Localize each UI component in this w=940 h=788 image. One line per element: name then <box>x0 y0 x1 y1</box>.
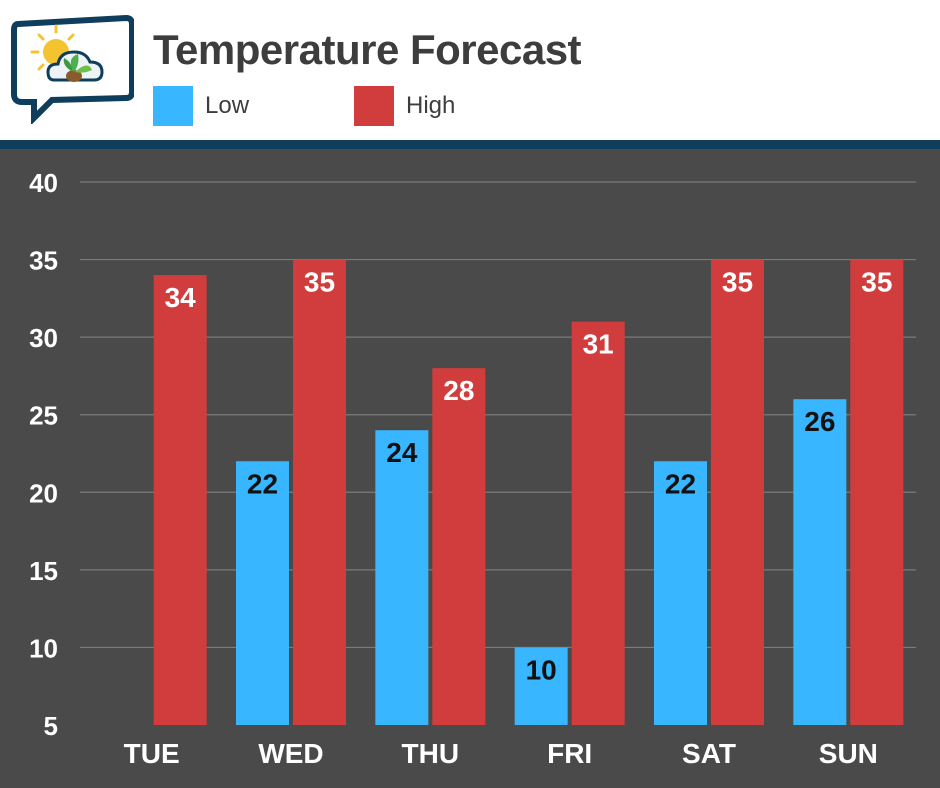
data-label-low-thu: 24 <box>386 437 418 468</box>
x-tick-label-sat: SAT <box>682 738 736 769</box>
data-label-high-thu: 28 <box>443 375 474 406</box>
bar-chart: 5 10 15 20 25 30 35 40 TUE 34 WED 22 35 THU 24 28 FRI 10 3… <box>29 168 916 769</box>
data-label-high-tue: 34 <box>165 282 197 313</box>
bar-low-sun <box>793 399 847 725</box>
bar-high-fri <box>571 321 625 725</box>
y-tick-label-15: 15 <box>29 556 58 586</box>
data-label-low-sun: 26 <box>804 406 835 437</box>
header: Temperature Forecast Low High <box>0 0 940 140</box>
y-tick-label-5: 5 <box>44 711 58 741</box>
data-label-high-fri: 31 <box>583 329 614 360</box>
x-tick-label-tue: TUE <box>124 738 180 769</box>
y-tick-label-35: 35 <box>29 246 58 276</box>
data-label-low-fri: 10 <box>526 654 557 685</box>
y-tick-label-20: 20 <box>29 478 58 508</box>
data-label-high-wed: 35 <box>304 267 335 298</box>
data-label-high-sat: 35 <box>722 267 753 298</box>
data-label-low-wed: 22 <box>247 468 278 499</box>
bar-high-sat <box>711 259 764 725</box>
data-label-high-sun: 35 <box>861 267 892 298</box>
legend: Low High <box>153 86 553 126</box>
x-tick-label-thu: THU <box>402 738 460 769</box>
bar-high-thu <box>432 368 486 725</box>
weather-logo-icon <box>11 14 134 124</box>
x-tick-label-sun: SUN <box>819 738 878 769</box>
x-tick-label-wed: WED <box>258 738 323 769</box>
y-tick-label-10: 10 <box>29 633 58 663</box>
bar-high-wed <box>293 259 346 725</box>
bar-low-sat <box>654 461 707 725</box>
legend-swatch-high <box>354 86 394 126</box>
bar-low-fri <box>514 647 568 725</box>
bar-high-sun <box>850 259 904 725</box>
legend-label-high: High <box>406 92 456 119</box>
y-tick-label-40: 40 <box>29 168 58 198</box>
legend-label-low: Low <box>205 92 250 119</box>
bar-low-thu <box>375 430 429 725</box>
header-divider <box>0 140 940 149</box>
data-label-low-sat: 22 <box>665 468 696 499</box>
legend-swatch-low <box>153 86 193 126</box>
bar-high-tue <box>153 275 207 725</box>
y-tick-label-25: 25 <box>29 401 58 431</box>
y-tick-label-30: 30 <box>29 323 58 353</box>
chart-title: Temperature Forecast <box>153 26 582 73</box>
x-tick-label-fri: FRI <box>547 738 592 769</box>
bar-low-wed <box>236 461 289 725</box>
